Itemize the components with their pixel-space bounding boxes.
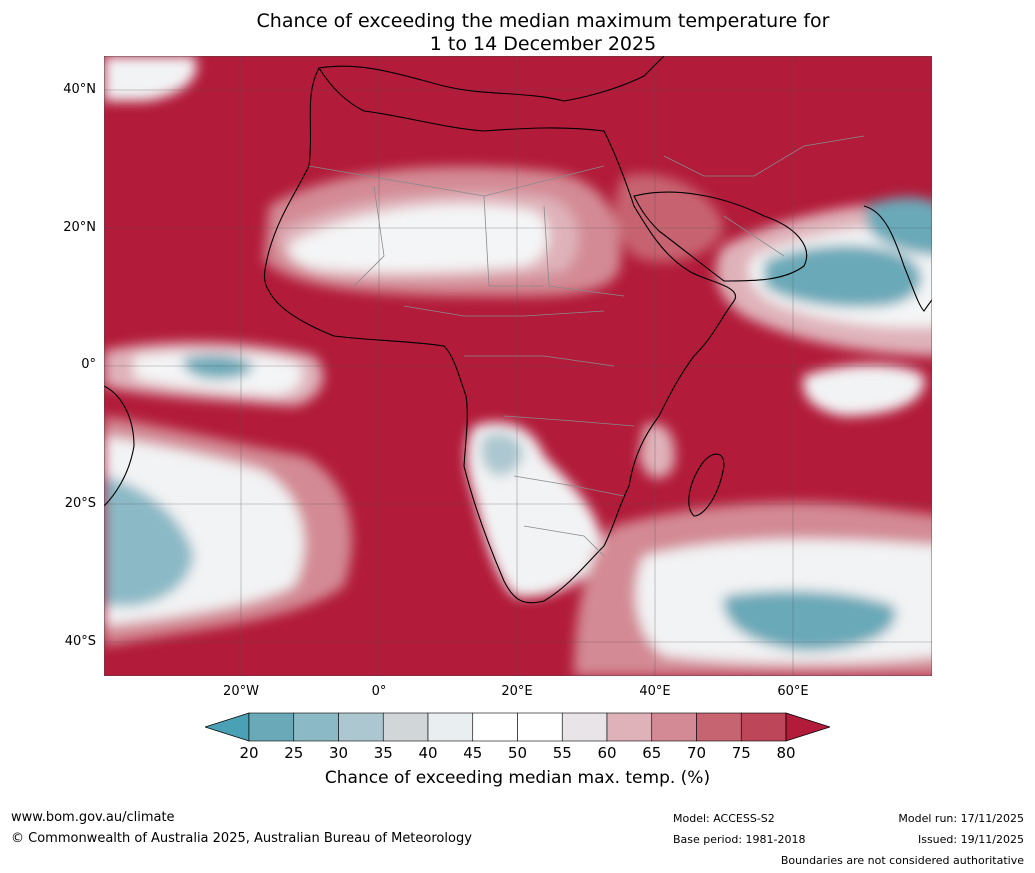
colorbar-segment [740, 712, 787, 742]
colorbar-tick-label: 80 [776, 744, 796, 762]
india-coastline [863, 205, 932, 312]
arabia-patch [615, 173, 724, 262]
colorbar-tick-label: 70 [686, 744, 707, 762]
title-line-1: Chance of exceeding the median maximum t… [256, 10, 830, 32]
colorbar-under-arrow [203, 712, 250, 742]
colorbar-segment [606, 712, 653, 742]
colorbar-over-arrow [785, 712, 832, 742]
atlantic-streak-blue [182, 355, 254, 380]
colorbar-segment [293, 712, 339, 742]
east-africa-patch [639, 423, 675, 479]
colorbar-tick-label: 40 [418, 744, 438, 762]
lon-label-0: 0° [371, 684, 387, 699]
footer-issued: Issued: 19/11/2025 [917, 833, 1024, 846]
lat-label-40s: 40°S [64, 634, 96, 649]
colorbar-segment [517, 712, 563, 742]
lon-label-40e: 40°E [639, 684, 671, 699]
india-blue [864, 197, 932, 256]
colorbar-segment [561, 712, 608, 742]
europe-coastline [318, 56, 665, 102]
footer-disclaimer: Boundaries are not considered authoritat… [780, 854, 1024, 867]
lon-label-20e: 20°E [501, 684, 533, 699]
colorbar-segment [427, 712, 474, 742]
africa-coastline [263, 66, 737, 604]
colorbar-segment [651, 712, 697, 742]
lat-label-20s: 20°S [64, 496, 96, 511]
colorbar-tick-label: 25 [284, 744, 304, 762]
probability-patches [104, 56, 932, 676]
footer-model-run: Model run: 17/11/2025 [898, 812, 1024, 825]
colorbar-tick-label: 65 [642, 744, 662, 762]
colorbar-segment [382, 712, 429, 742]
footer-copyright: © Commonwealth of Australia 2025, Austra… [11, 831, 472, 846]
lon-label-60e: 60°E [777, 684, 809, 699]
lon-label-20w: 20°W [223, 684, 259, 699]
colorbar-label: Chance of exceeding median max. temp. (%… [324, 768, 711, 788]
southern-africa-blue [480, 432, 524, 476]
footer-website: www.bom.gov.au/climate [11, 810, 175, 825]
colorbar-segment [696, 712, 742, 742]
colorbar-tick-label: 55 [552, 744, 572, 762]
colorbar-segment [472, 712, 518, 742]
probability-map [104, 56, 932, 676]
map-canvas [104, 56, 932, 676]
lat-label-40n: 40°N [63, 82, 96, 97]
south-america-coastline [104, 385, 135, 507]
footer-model: Model: ACCESS-S2 [673, 812, 775, 825]
arabia-coastline [633, 191, 808, 282]
footer-base-period: Base period: 1981-2018 [673, 833, 806, 846]
south-indian-blue [723, 590, 896, 651]
colorbar-segment [338, 712, 384, 742]
map-title: Chance of exceeding the median maximum t… [104, 10, 982, 56]
colorbar-tick-label: 60 [597, 744, 617, 762]
colorbar-tick-label: 50 [507, 744, 528, 762]
colorbar-segment [248, 712, 295, 742]
colorbar-tick-label: 35 [373, 744, 393, 762]
title-line-2: 1 to 14 December 2025 [429, 33, 657, 55]
indian-ocean-patch [803, 364, 925, 416]
arabian-sea-blue [764, 245, 922, 308]
colorbar-tick-label: 30 [328, 744, 349, 762]
coastlines [104, 56, 932, 604]
madagascar-coastline [688, 453, 725, 517]
country-borders [308, 135, 865, 557]
colorbar [203, 710, 832, 744]
colorbar-tick-label: 45 [463, 744, 483, 762]
lat-label-0: 0° [81, 357, 96, 372]
lat-label-20n: 20°N [63, 220, 96, 235]
colorbar-tick-label: 75 [731, 744, 751, 762]
colorbar-tick-label: 20 [239, 744, 259, 762]
graticule [104, 56, 932, 676]
colorbar-canvas [203, 712, 832, 742]
sahara-patch-core [289, 204, 549, 273]
south-atlantic-blue [104, 476, 194, 606]
